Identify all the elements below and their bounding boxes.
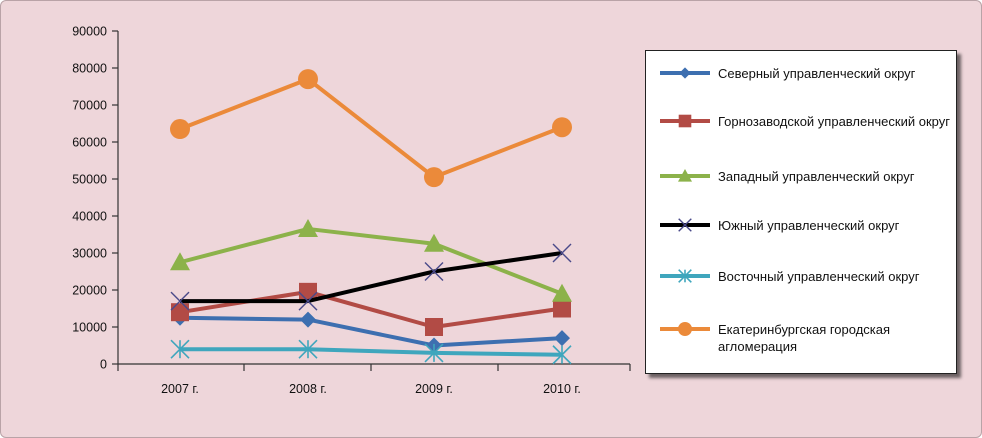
square-marker <box>678 114 692 128</box>
y-tick-label: 10000 <box>72 321 107 335</box>
series-line <box>179 315 563 348</box>
data-point <box>424 167 444 188</box>
y-tick-label: 20000 <box>72 284 107 298</box>
data-point <box>678 169 692 182</box>
diamond-marker <box>554 330 570 347</box>
legend-label: Восточный управленческий округ <box>718 269 920 284</box>
series-line <box>180 251 563 304</box>
data-point <box>424 343 444 363</box>
x-marker-stroke <box>170 291 190 311</box>
square-marker <box>425 318 443 336</box>
data-point <box>424 233 444 252</box>
data-point <box>679 67 691 79</box>
square-marker <box>553 299 571 318</box>
legend-label: Екатеринбургская городская агломерация <box>718 322 891 354</box>
circle-marker <box>552 117 572 138</box>
series-line <box>179 77 563 180</box>
data-point <box>170 252 190 271</box>
data-point <box>170 339 190 359</box>
data-point <box>678 218 692 232</box>
data-point <box>298 291 318 311</box>
data-point <box>170 291 190 311</box>
y-tick-label: 60000 <box>72 136 107 150</box>
legend-label: Северный управленческий округ <box>718 66 916 81</box>
diamond-marker <box>300 311 316 328</box>
data-point <box>298 339 318 359</box>
series-line <box>179 226 563 296</box>
data-point <box>552 117 572 138</box>
chart-legend: Северный управленческий округ Горнозаводс… <box>645 50 957 374</box>
y-tick-label: 40000 <box>72 210 107 224</box>
data-point <box>678 114 692 128</box>
x-tick-label: 2008 г. <box>289 382 327 396</box>
x-tick-label: 2007 г. <box>161 382 199 396</box>
y-tick-label: 80000 <box>72 62 107 76</box>
data-point <box>300 311 316 328</box>
legend-swatch <box>660 218 710 232</box>
legend-label: Южный управленческий округ <box>718 218 900 233</box>
legend-swatch <box>660 67 710 79</box>
data-point <box>553 299 571 318</box>
legend-swatch <box>660 269 710 283</box>
circle-marker <box>424 167 444 188</box>
circle-marker <box>678 322 692 336</box>
circle-marker <box>170 119 190 140</box>
triangle-marker <box>298 218 318 237</box>
circle-marker <box>298 69 318 90</box>
y-tick-label: 0 <box>100 358 107 372</box>
square-marker <box>171 303 189 322</box>
data-point <box>552 243 572 263</box>
x-marker-stroke <box>424 262 444 281</box>
diamond-marker <box>679 67 691 79</box>
series-line <box>179 289 563 329</box>
triangle-marker <box>552 283 572 302</box>
x-marker-stroke <box>552 243 572 263</box>
data-point <box>298 218 318 237</box>
x-tick-label: 2009 г. <box>415 382 453 396</box>
data-point <box>678 269 692 283</box>
data-point <box>170 119 190 140</box>
y-tick-label: 90000 <box>72 25 107 39</box>
series-3 <box>170 218 572 302</box>
data-point <box>552 345 572 365</box>
data-point <box>171 303 189 322</box>
y-tick-label: 30000 <box>72 247 107 261</box>
data-point <box>424 262 444 281</box>
legend-swatch <box>660 114 710 128</box>
x-marker-stroke <box>678 218 692 232</box>
data-point <box>678 322 692 336</box>
x-marker-stroke <box>298 291 318 311</box>
series-4 <box>170 243 572 311</box>
y-tick-label: 70000 <box>72 99 107 113</box>
series-5 <box>170 339 572 365</box>
triangle-marker <box>424 233 444 252</box>
series-line <box>180 347 563 357</box>
triangle-marker <box>170 252 190 271</box>
y-tick-label: 50000 <box>72 173 107 187</box>
triangle-marker <box>678 169 692 182</box>
legend-swatch <box>660 169 710 182</box>
data-point <box>552 283 572 302</box>
x-tick-label: 2010 г. <box>543 382 581 396</box>
data-point <box>425 318 443 336</box>
data-point <box>554 330 570 347</box>
legend-label: Западный управленческий округ <box>718 169 915 184</box>
series-6 <box>170 69 572 188</box>
legend-label: Горнозаводской управленческий округ <box>718 114 950 129</box>
series-2 <box>171 282 571 336</box>
data-point <box>298 69 318 90</box>
legend-swatch <box>660 322 710 336</box>
